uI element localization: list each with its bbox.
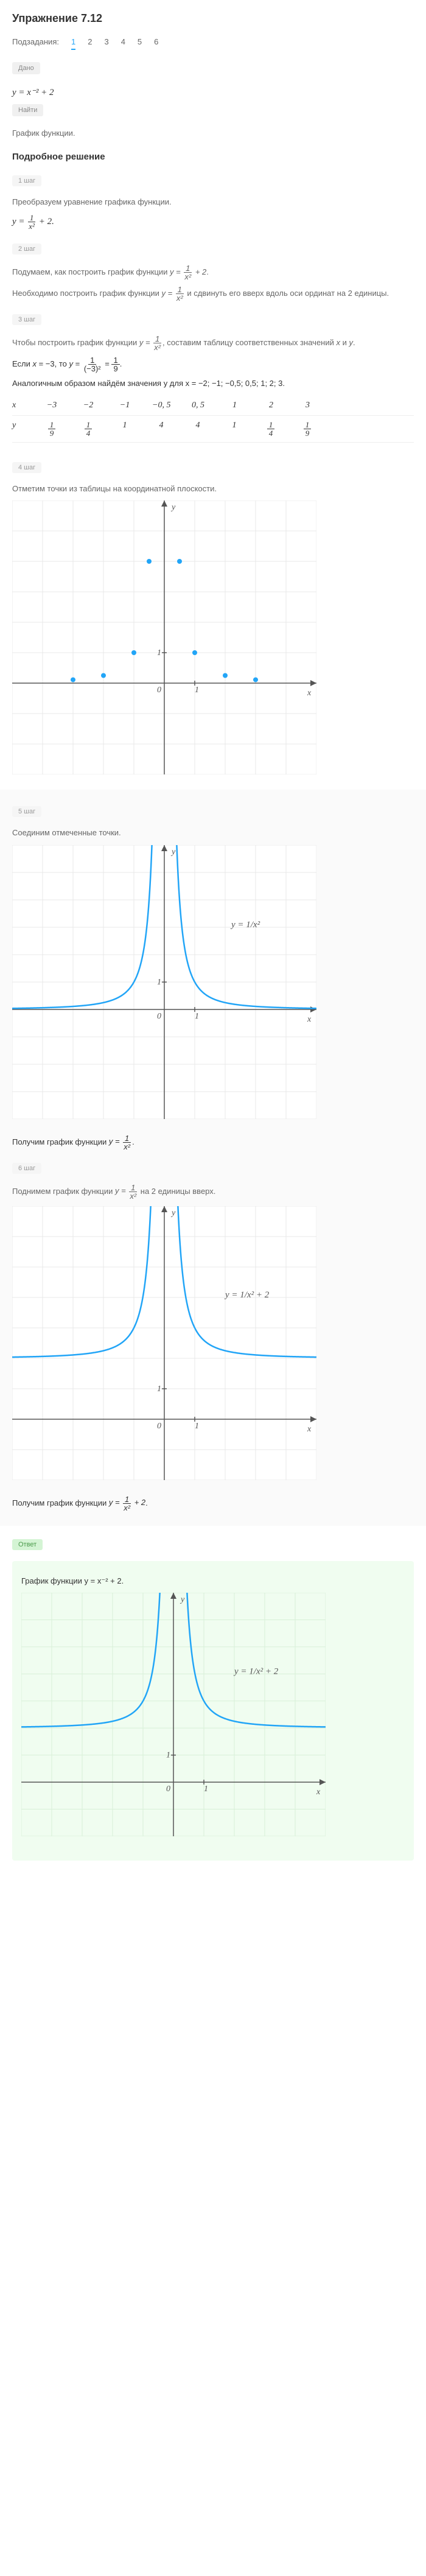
subtask-5[interactable]: 5 [138,37,142,50]
subtasks-nav: Подзадания: 1 2 3 4 5 6 [12,37,414,50]
table-cell: 19 [298,421,316,437]
table-row: y 19 14 1 4 4 1 14 19 [12,416,414,443]
step-5-badge: 5 шаг [12,806,41,817]
table-row: x −3 −2 −1 −0, 5 0, 5 1 2 3 [12,396,414,416]
step-4-badge: 4 шаг [12,462,41,473]
table-cell: −3 [43,401,61,410]
table-cell: 4 [189,421,207,437]
table-cell: 19 [43,421,61,437]
table-cell: x [12,401,24,410]
subtask-4[interactable]: 4 [121,37,125,50]
svg-text:y = 1/x² + 2: y = 1/x² + 2 [224,1290,270,1300]
subtask-2[interactable]: 2 [88,37,92,50]
svg-text:1: 1 [204,1785,208,1794]
answer-badge: Ответ [12,1539,43,1550]
table-cell: 14 [262,421,280,437]
svg-text:x: x [316,1788,321,1797]
step-3-text2: Если x = −3, то y = 1(−3)² = 19. [12,356,414,373]
given-formula: y = x⁻² + 2 [12,86,414,98]
svg-text:y: y [170,503,176,512]
table-cell: 1 [116,421,134,437]
function-plot-answer: x y 0 1 1 y = 1/x² + 2 [21,1593,326,1836]
svg-text:1: 1 [166,1751,170,1760]
step-3-badge: 3 шаг [12,314,41,325]
step-5-result: Получим график функции y = 1x². [12,1134,414,1151]
function-plot-2: x y 0 1 1 y = 1/x² + 2 [12,1206,316,1480]
svg-text:1: 1 [195,1422,199,1431]
svg-text:0: 0 [157,686,161,695]
svg-text:1: 1 [157,648,161,658]
scatter-plot: x y 0 1 1 [12,500,316,774]
svg-text:y: y [180,1595,185,1604]
step-4-text: Отметим точки из таблицы на координатной… [12,483,414,495]
step-1-formula: y = 1x² + 2. [12,214,414,230]
table-cell: y [12,421,24,437]
step-5-text: Соединим отмеченные точки. [12,827,414,839]
values-table: x −3 −2 −1 −0, 5 0, 5 1 2 3 y 19 14 1 4 … [12,396,414,443]
step-2-text1: Подумаем, как построить график функции y… [12,264,414,281]
curve-graph-2: x y 0 1 1 y = 1/x² + 2 [12,1206,414,1483]
svg-text:y = 1/x²: y = 1/x² [230,920,260,930]
step-2-text2: Необходимо построить график функции y = … [12,286,414,302]
step-1-badge: 1 шаг [12,175,41,186]
exercise-title: Упражнение 7.12 [12,12,414,25]
solution-title: Подробное решение [12,152,414,162]
svg-text:1: 1 [157,978,161,987]
find-text: График функции. [12,127,414,139]
answer-block: График функции y = x⁻² + 2. x y 0 1 1 y = 1/x… [12,1561,414,1861]
svg-text:0: 0 [166,1785,170,1794]
svg-text:1: 1 [157,1385,161,1394]
table-cell: 2 [262,401,280,410]
svg-text:0: 0 [157,1012,161,1021]
answer-graph: x y 0 1 1 y = 1/x² + 2 [21,1593,405,1839]
function-plot-1: x y 0 1 1 y = 1/x² [12,845,316,1119]
table-cell: −2 [79,401,97,410]
subtask-label: Подзадания: [12,37,59,50]
svg-text:0: 0 [157,1422,161,1431]
table-cell: 14 [79,421,97,437]
svg-text:y: y [170,848,176,857]
step-2-badge: 2 шаг [12,244,41,254]
find-badge: Найти [12,104,43,116]
points-graph: x y 0 1 1 [12,500,414,777]
svg-text:x: x [307,1425,312,1434]
step-6-text: Поднимем график функции y = 1x² на 2 еди… [12,1184,414,1200]
svg-text:y = 1/x² + 2: y = 1/x² + 2 [233,1666,279,1676]
table-cell: 4 [152,421,170,437]
table-cell: −1 [116,401,134,410]
curve-graph-1: x y 0 1 1 y = 1/x² [12,845,414,1122]
step-6-badge: 6 шаг [12,1163,41,1174]
step-6-result: Получим график функции y = 1x² + 2. [12,1495,414,1512]
subtask-1[interactable]: 1 [71,37,75,50]
svg-text:1: 1 [195,1012,199,1021]
table-cell: 1 [225,401,243,410]
subtask-3[interactable]: 3 [104,37,108,50]
svg-text:1: 1 [195,686,199,695]
svg-text:x: x [307,1015,312,1024]
answer-text: График функции y = x⁻² + 2. [21,1575,405,1587]
table-cell: 1 [225,421,243,437]
subtask-6[interactable]: 6 [154,37,158,50]
step-1-text: Преобразуем уравнение графика функции. [12,196,414,208]
given-badge: Дано [12,62,40,74]
step-3-text1: Чтобы построить график функции y = 1x², … [12,335,414,351]
svg-text:y: y [170,1209,176,1218]
svg-text:x: x [307,689,312,698]
table-cell: −0, 5 [152,401,170,410]
step-3-text3: Аналогичным образом найдём значения y дл… [12,377,414,390]
table-cell: 0, 5 [189,401,207,410]
table-cell: 3 [298,401,316,410]
